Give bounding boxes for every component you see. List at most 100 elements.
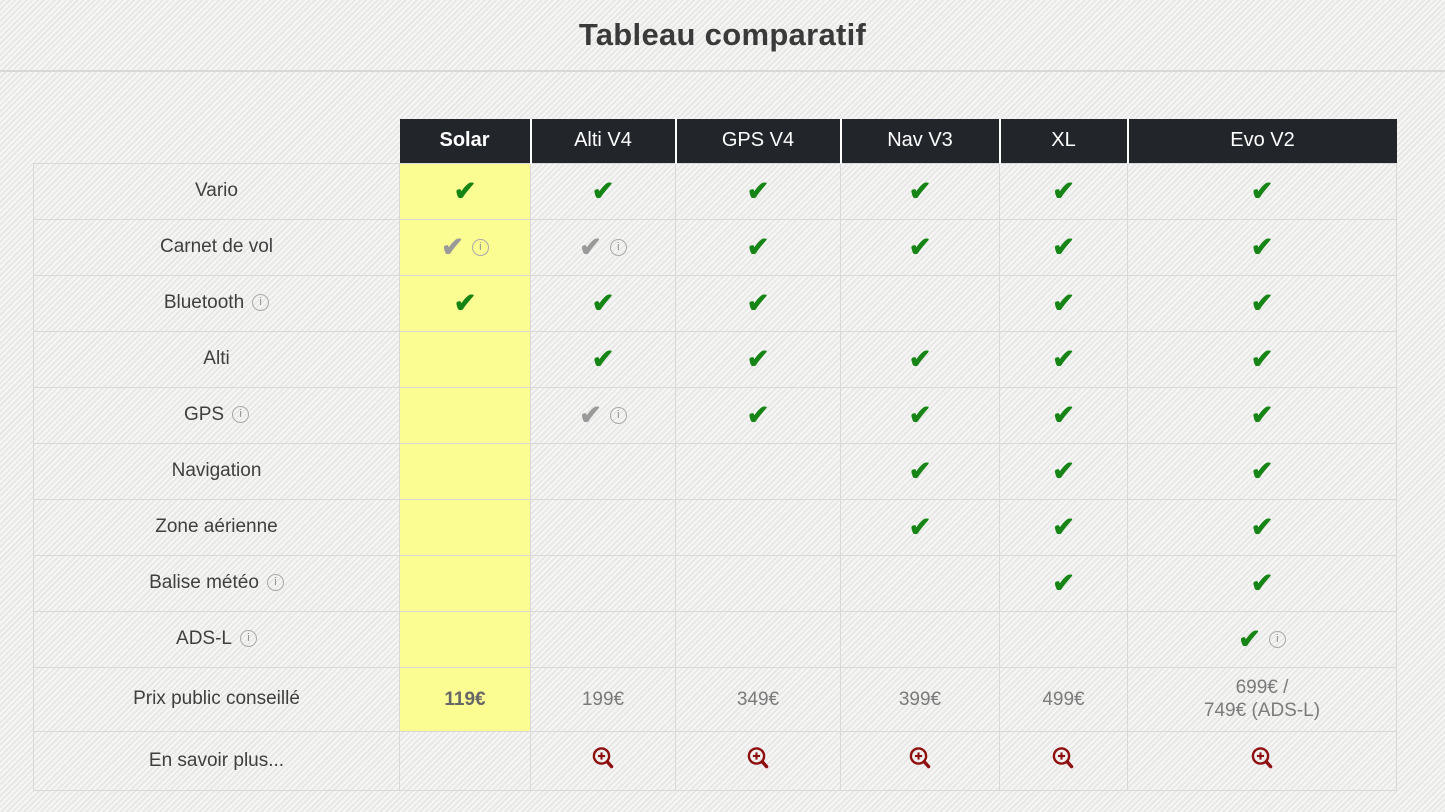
zoom-in-icon[interactable] xyxy=(907,745,934,772)
row-label-text: Prix public conseillé xyxy=(133,688,300,709)
table-row-en-savoir-plus: En savoir plus... xyxy=(33,730,1397,791)
price-value: 499€ xyxy=(1042,688,1085,710)
cell-nav-v3-alti: ✔ xyxy=(840,330,1000,388)
cell-evo-v2-alti: ✔ xyxy=(1127,330,1397,388)
cell-xl-alti: ✔ xyxy=(999,330,1128,388)
cell-nav-v3-zone-a-rienne: ✔ xyxy=(840,498,1000,556)
table-row-navigation: Navigation ✔ ✔ ✔ xyxy=(33,442,1397,500)
info-icon[interactable]: i xyxy=(239,630,257,648)
check-icon: ✔ xyxy=(746,343,770,374)
cell-alti-v4-navigation xyxy=(530,442,676,500)
cell-xl-ads-l xyxy=(999,610,1128,668)
cell-nav-v3-bluetooth xyxy=(840,274,1000,332)
cell-gps-v4-carnet-de-vol: ✔ xyxy=(675,218,841,276)
cell-nav-v3-vario: ✔ xyxy=(840,162,1000,220)
cell-solar-ads-l xyxy=(399,610,531,668)
column-header-xl: XL xyxy=(998,119,1128,163)
cell-gps-v4-navigation xyxy=(675,442,841,500)
cell-xl-vario: ✔ xyxy=(999,162,1128,220)
column-header-gps-v4: GPS V4 xyxy=(674,119,841,163)
check-icon: ✔ xyxy=(1250,231,1274,262)
cell-solar-carnet-de-vol: ✔ i xyxy=(399,218,531,276)
zoom-in-icon[interactable] xyxy=(745,745,772,772)
row-label: Prix public conseillé xyxy=(33,666,400,732)
cell-xl-prix-public-conseill: 499€ xyxy=(999,666,1128,732)
row-label: Balise météo i xyxy=(33,554,400,612)
cell-solar-bluetooth: ✔ xyxy=(399,274,531,332)
cell-nav-v3-balise-m-t-o xyxy=(840,554,1000,612)
check-icon: ✔ xyxy=(908,455,932,486)
price-value: 199€ xyxy=(581,688,625,710)
cell-solar-prix-public-conseill: 119€ xyxy=(399,666,531,732)
info-icon[interactable]: i xyxy=(252,294,270,312)
zoom-in-icon[interactable] xyxy=(590,745,617,772)
cell-alti-v4-gps: ✔ i xyxy=(530,386,676,444)
row-label: Zone aérienne xyxy=(33,498,400,556)
cell-nav-v3-ads-l xyxy=(840,610,1000,668)
cell-solar-en-savoir-plus xyxy=(399,730,531,791)
cell-solar-alti xyxy=(399,330,531,388)
row-label-text: Bluetooth xyxy=(163,292,245,313)
cell-gps-v4-balise-m-t-o xyxy=(675,554,841,612)
cell-alti-v4-en-savoir-plus[interactable] xyxy=(530,730,676,791)
cell-solar-balise-m-t-o xyxy=(399,554,531,612)
cell-xl-en-savoir-plus[interactable] xyxy=(999,730,1128,791)
cell-solar-gps xyxy=(399,386,531,444)
column-header-nav-v3: Nav V3 xyxy=(839,119,1000,163)
info-icon[interactable]: i xyxy=(232,406,250,424)
row-label-text: ADS-L xyxy=(176,628,232,649)
cell-xl-zone-a-rienne: ✔ xyxy=(999,498,1128,556)
info-icon[interactable]: i xyxy=(266,574,284,592)
row-label: GPS i xyxy=(33,386,400,444)
page-title: Tableau comparatif xyxy=(578,17,867,52)
cell-gps-v4-en-savoir-plus[interactable] xyxy=(675,730,841,791)
cell-gps-v4-alti: ✔ xyxy=(675,330,841,388)
cell-nav-v3-navigation: ✔ xyxy=(840,442,1000,500)
cell-nav-v3-en-savoir-plus[interactable] xyxy=(840,730,1000,791)
cell-evo-v2-vario: ✔ xyxy=(1127,162,1397,220)
cell-gps-v4-vario: ✔ xyxy=(675,162,841,220)
check-icon: ✔ xyxy=(1052,399,1075,430)
row-label-text: Alti xyxy=(203,348,230,369)
cell-evo-v2-carnet-de-vol: ✔ xyxy=(1127,218,1397,276)
header-row: Solar Alti V4 GPS V4 Nav V3 XL Evo V2 xyxy=(34,119,1397,163)
cell-xl-navigation: ✔ xyxy=(999,442,1128,500)
info-icon[interactable]: i xyxy=(609,238,627,256)
check-icon: ✔ xyxy=(591,175,615,206)
cell-evo-v2-prix-public-conseill: 699€ /749€ (ADS-L) xyxy=(1127,666,1397,732)
check-icon: ✔ xyxy=(1250,455,1274,486)
cell-evo-v2-navigation: ✔ xyxy=(1127,442,1397,500)
cell-gps-v4-prix-public-conseill: 349€ xyxy=(675,666,841,732)
check-icon: ✔ xyxy=(1052,567,1075,598)
zoom-in-icon[interactable] xyxy=(1050,745,1077,772)
info-icon[interactable]: i xyxy=(471,238,489,256)
row-label-text: Navigation xyxy=(171,460,262,481)
check-icon: ✔ xyxy=(1052,175,1075,206)
cell-gps-v4-zone-a-rienne xyxy=(675,498,841,556)
cell-evo-v2-zone-a-rienne: ✔ xyxy=(1127,498,1397,556)
cell-evo-v2-bluetooth: ✔ xyxy=(1127,274,1397,332)
price-value: 399€ xyxy=(898,688,942,710)
check-icon: ✔ xyxy=(1052,343,1075,374)
cell-xl-balise-m-t-o: ✔ xyxy=(999,554,1128,612)
check-icon-muted: ✔ xyxy=(579,399,602,430)
cell-evo-v2-en-savoir-plus[interactable] xyxy=(1127,730,1397,791)
cell-gps-v4-gps: ✔ xyxy=(675,386,841,444)
info-icon[interactable]: i xyxy=(609,406,627,424)
check-icon-muted: ✔ xyxy=(441,231,464,262)
cell-evo-v2-ads-l: ✔ i xyxy=(1127,610,1397,668)
check-icon: ✔ xyxy=(746,231,770,262)
zoom-in-icon[interactable] xyxy=(1249,745,1276,772)
row-label-text: Zone aérienne xyxy=(155,516,278,537)
row-label-text: Balise météo xyxy=(149,572,259,593)
cell-gps-v4-ads-l xyxy=(675,610,841,668)
check-icon: ✔ xyxy=(1052,455,1075,486)
info-icon[interactable]: i xyxy=(1268,630,1286,648)
cell-solar-vario: ✔ xyxy=(399,162,531,220)
check-icon: ✔ xyxy=(453,175,477,206)
cell-nav-v3-gps: ✔ xyxy=(840,386,1000,444)
cell-solar-zone-a-rienne xyxy=(399,498,531,556)
row-label-text: Vario xyxy=(195,180,238,201)
check-icon: ✔ xyxy=(908,399,932,430)
cell-nav-v3-carnet-de-vol: ✔ xyxy=(840,218,1000,276)
